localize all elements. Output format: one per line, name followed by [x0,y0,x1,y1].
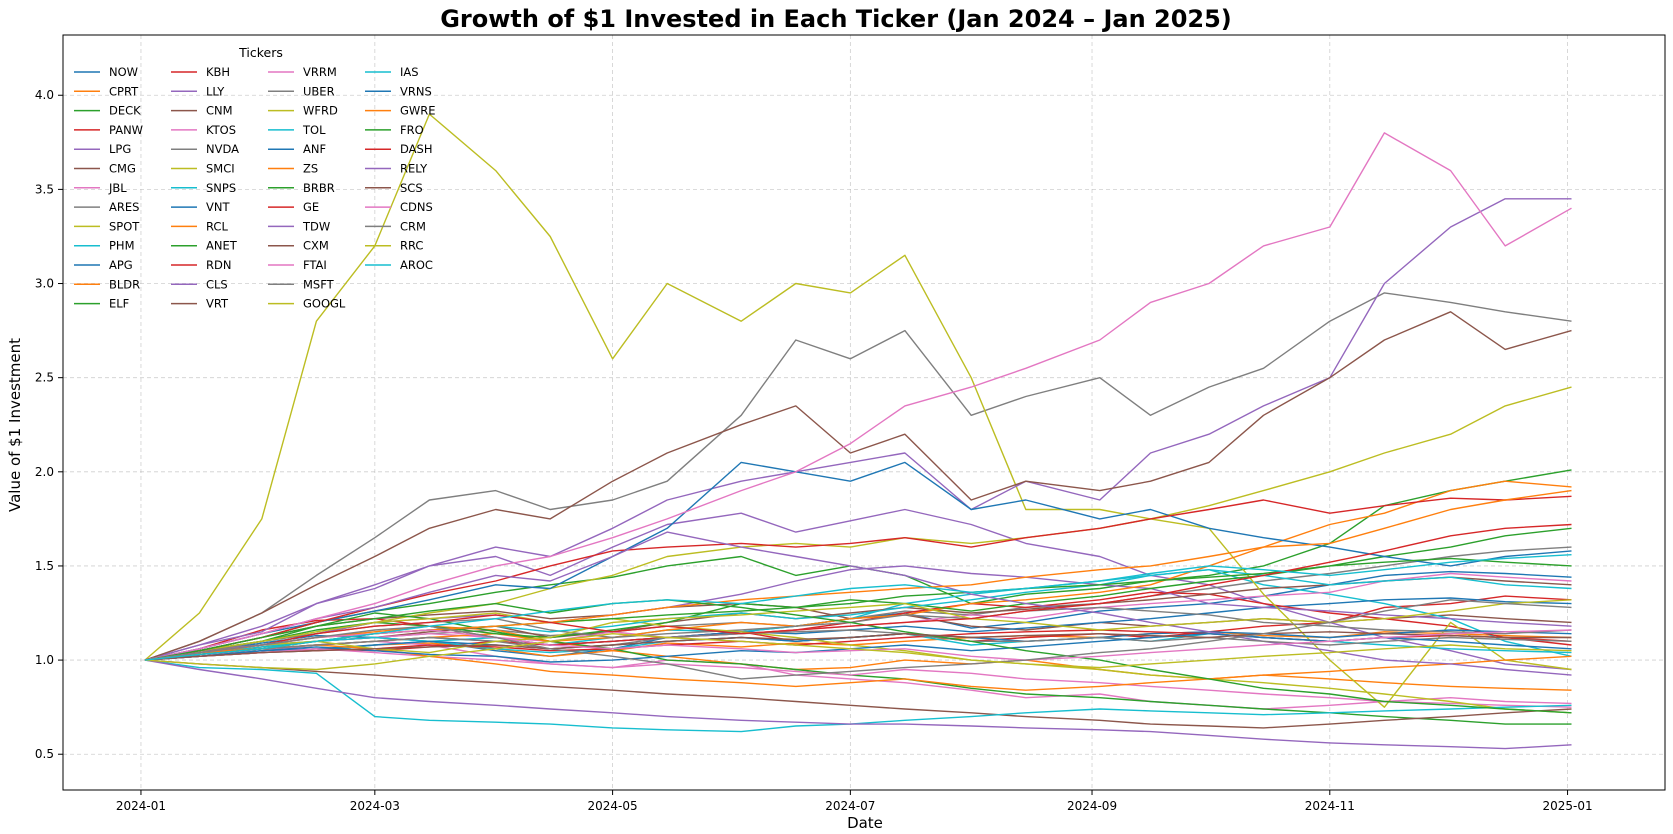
legend-entry-label: ANET [206,239,238,253]
y-tick-label: 3.0 [35,277,54,291]
legend-entry-label: ANF [303,142,326,156]
legend-entry-label: AROC [400,258,433,272]
legend-entry-label: VRRM [303,65,337,79]
legend-entry-label: VNT [206,200,230,214]
legend-title: Tickers [238,45,283,60]
legend-entry-label: WFRD [303,104,338,118]
legend-entry-label: IAS [400,65,419,79]
x-tick-label: 2024-09 [1067,799,1117,813]
legend-entry-label: NOW [109,65,138,79]
series-line-msft [144,629,1572,661]
series-line-anf [144,461,1572,661]
legend-entry-label: FTAI [303,258,327,272]
series-line-crm [144,599,1572,680]
y-axis-label: Value of $1 Investment [6,338,24,512]
y-axis: 0.5 1.0 1.5 2.0 2.5 3.0 3.5 4.0 [35,88,63,761]
series-line-rely [144,659,1572,750]
y-tick-label: 2.5 [35,371,54,385]
legend-entry-label: NVDA [206,142,239,156]
series-line-rrc [144,633,1572,671]
series-line-cls [144,198,1572,661]
x-axis: 2024-01 2024-03 2024-05 2024-07 2024-09 2024-… [116,790,1593,813]
legend-entry-label: ELF [109,297,129,311]
legend-entry-label: SMCI [206,162,235,176]
series-line-ftai [144,132,1572,661]
series-line-scs [144,631,1572,661]
legend-entry-label: GOOGL [303,297,346,311]
legend-entry-label: PHM [109,239,135,253]
x-tick-label: 2024-07 [825,799,875,813]
legend-entry-label: CXM [303,239,329,253]
legend-entry-label: RCL [206,219,228,233]
series-line-wfrd [144,612,1572,714]
series-line-bldr [144,625,1572,691]
legend-entry-label: DASH [400,142,432,156]
y-tick-label: 2.0 [35,465,54,479]
legend-entry-label: VRT [206,297,229,311]
y-tick-label: 0.5 [35,747,54,761]
x-tick-label: 2024-05 [588,799,638,813]
legend-entry-label: GE [303,200,319,214]
legend: Tickers NOW CPRT DECK PANW LPG CMG JBL ARES SPOT… [74,45,436,311]
legend-entry-label: LLY [206,84,225,98]
legend-entry-label: MSFT [303,277,335,291]
y-tick-label: 4.0 [35,88,54,102]
y-tick-label: 3.5 [35,182,54,196]
legend-entry-label: PANW [109,123,143,137]
legend-entry-label: FRO [400,123,424,137]
legend-entry-label: RRC [400,239,423,253]
x-axis-label: Date [847,814,883,832]
x-tick-label: 2024-03 [350,799,400,813]
plot-area-frame [62,34,1666,791]
legend-entry-label: SNPS [206,181,236,195]
legend-entry-label: LPG [109,142,131,156]
chart-title: Growth of $1 Invested in Each Ticker (Ja… [440,5,1232,33]
legend-entry-label: CRM [400,219,426,233]
series-line-dash [144,523,1572,661]
legend-entry-label: UBER [303,84,335,98]
series-line-cxm [144,659,1572,729]
legend-entry-label: GWRE [400,104,436,118]
legend-entry-label: KTOS [206,123,236,137]
legend-entry-label: BLDR [109,277,140,291]
legend-entry-label: CDNS [400,200,433,214]
legend-entry-label: SCS [400,181,423,195]
series-line-vrrm [144,648,1572,708]
legend-entry-label: TDW [302,219,330,233]
series-line-tdw [144,531,1572,676]
legend-entry-label: TOL [302,123,326,137]
y-tick-label: 1.0 [35,653,54,667]
legend-entry-label: CNM [206,104,233,118]
y-tick-label: 1.5 [35,559,54,573]
legend-entry-label: CLS [206,277,228,291]
legend-entry-label: DECK [109,104,141,118]
x-tick-label: 2024-01 [116,799,166,813]
legend-entry-label: VRNS [400,84,432,98]
legend-entry-label: BRBR [303,181,335,195]
legend-entry-label: RDN [206,258,231,272]
x-tick-label: 2025-01 [1542,799,1592,813]
legend-entry-label: RELY [400,162,428,176]
x-tick-label: 2024-11 [1305,799,1355,813]
series-line-aroc [144,554,1572,661]
series-line-fro [144,599,1572,714]
series-line-nvda [144,292,1572,661]
legend-entry-label: CPRT [109,84,139,98]
series-lines [144,113,1572,750]
legend-entry-label: JBL [108,181,127,195]
series-line-vrt [144,311,1572,661]
legend-entry-label: KBH [206,65,230,79]
legend-entry-label: APG [109,258,133,272]
legend-entry-label: ARES [109,200,139,214]
legend-entry-label: SPOT [109,219,140,233]
legend-entry-label: ZS [303,162,318,176]
legend-entry-label: CMG [109,162,136,176]
